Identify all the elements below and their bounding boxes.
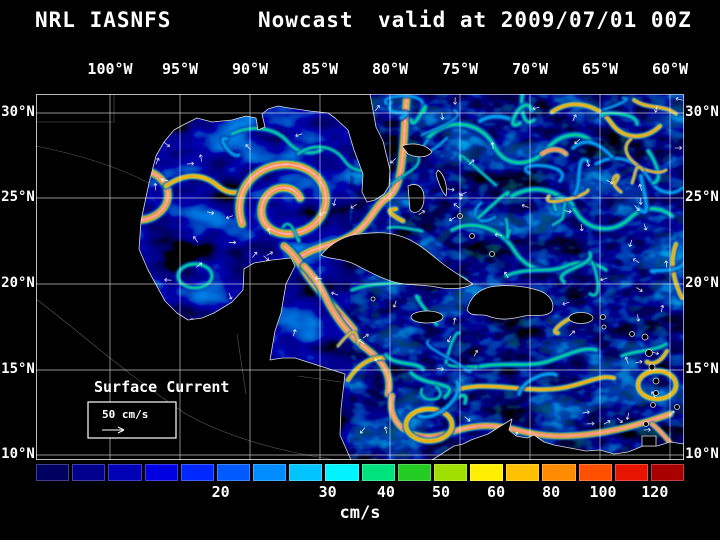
colorbar	[36, 464, 685, 481]
lat-label: 25°N	[685, 189, 719, 205]
colorbar-units-label: cm/s	[339, 503, 381, 523]
lon-label: 70°W	[511, 60, 549, 78]
lon-label: 80°W	[371, 60, 409, 78]
lon-label: 100°W	[87, 60, 133, 78]
colorbar-tick: 60	[487, 483, 506, 501]
colorbar-segment	[325, 464, 359, 481]
lon-label: 60°W	[651, 60, 689, 78]
colorbar-tick: 40	[376, 483, 395, 501]
colorbar-tick: 100	[589, 483, 617, 501]
lat-label: 10°N	[1, 446, 35, 462]
lat-label: 20°N	[1, 275, 35, 291]
colorbar-segment	[36, 464, 70, 481]
inland-boundary-lines	[35, 94, 342, 461]
title-valid-time: valid at 2009/07/01 00Z	[378, 8, 692, 32]
colorbar-tick: 80	[542, 483, 561, 501]
colorbar-segment	[650, 464, 685, 481]
title-product: NRL IASNFS	[35, 8, 172, 32]
colorbar-tick: 20	[211, 483, 230, 501]
scale-legend-box	[87, 401, 177, 439]
scale-legend: Surface Current 50 cm/s	[87, 378, 229, 439]
lon-label: 90°W	[231, 60, 269, 78]
trinidad-land	[641, 435, 657, 447]
lesser-antilles-land	[370, 296, 680, 427]
colorbar-segment	[397, 464, 431, 481]
land-masses	[35, 93, 685, 461]
lon-label: 85°W	[301, 60, 339, 78]
lat-label: 15°N	[685, 361, 719, 377]
colorbar-tick: 30	[318, 483, 337, 501]
lat-label: 20°N	[685, 275, 719, 291]
lon-label: 65°W	[581, 60, 619, 78]
lat-label: 30°N	[1, 104, 35, 120]
colorbar-segment	[108, 464, 142, 481]
colorbar-segment	[72, 464, 106, 481]
jamaica-land	[410, 310, 444, 324]
colorbar-segment	[361, 464, 395, 481]
lat-label: 30°N	[685, 104, 719, 120]
colorbar-segment	[578, 464, 612, 481]
lon-label: 95°W	[161, 60, 199, 78]
colorbar-segment	[216, 464, 251, 481]
colorbar-segment	[433, 464, 468, 481]
north-central-america-land	[35, 93, 391, 461]
colorbar-segment	[542, 464, 576, 481]
lat-label: 25°N	[1, 189, 35, 205]
colorbar-tick: 50	[431, 483, 451, 501]
surface-current-label: Surface Current	[94, 378, 229, 396]
lon-label: 75°W	[441, 60, 479, 78]
scale-arrow-icon	[102, 426, 125, 434]
lat-label: 10°N	[685, 446, 719, 462]
colorbar-segment	[180, 464, 214, 481]
colorbar-segment	[253, 464, 287, 481]
title-mode: Nowcast	[258, 8, 354, 32]
colorbar-tick: 120	[641, 483, 669, 501]
colorbar-tick-labels: 20 30 40 50 60 80 100 120	[36, 483, 684, 501]
colorbar-segment	[614, 464, 648, 481]
puerto-rico-land	[568, 312, 594, 324]
colorbar-segment	[289, 464, 323, 481]
grid-lines	[36, 94, 684, 460]
map-canvas: Surface Current 50 cm/s	[35, 80, 689, 461]
map-frame	[36, 94, 684, 460]
south-america-land	[431, 418, 685, 461]
scale-value-label: 50 cm/s	[102, 408, 148, 421]
lat-label: 15°N	[1, 361, 35, 377]
current-field	[90, 80, 689, 460]
colorbar-segment	[506, 464, 540, 481]
hispaniola-land	[466, 285, 554, 320]
arrow-field	[74, 96, 683, 439]
colorbar-segment	[470, 464, 504, 481]
colorbar-segment	[144, 464, 178, 481]
